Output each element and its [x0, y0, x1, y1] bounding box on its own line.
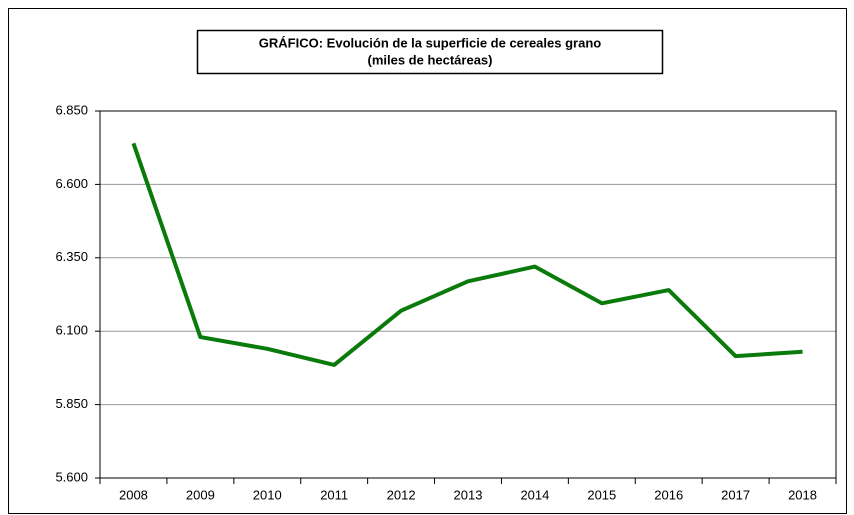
- chart-frame: [8, 8, 847, 514]
- plot-area: [99, 110, 837, 479]
- y-tick-label: 6.600: [55, 176, 88, 191]
- y-tick-label: 5.600: [55, 469, 88, 484]
- y-tick-label: 6.850: [55, 102, 88, 117]
- x-tick-label: 2013: [454, 487, 483, 502]
- x-tick-label: 2008: [119, 487, 148, 502]
- x-tick-label: 2011: [320, 487, 348, 502]
- title-box: [196, 29, 664, 75]
- y-tick-label: 6.350: [55, 249, 88, 264]
- x-tick-label: 2015: [587, 487, 616, 502]
- y-tick-label: 5.850: [55, 396, 88, 411]
- x-tick-label: 2009: [186, 487, 215, 502]
- x-tick-label: 2012: [387, 487, 416, 502]
- x-tick-label: 2017: [721, 487, 750, 502]
- x-tick-label: 2010: [253, 487, 282, 502]
- data-line: [131, 142, 803, 367]
- x-tick-label: 2014: [520, 487, 549, 502]
- y-tick-label: 6.100: [55, 323, 88, 338]
- x-tick-label: 2016: [654, 487, 683, 502]
- chart-subtitle: (miles de hectáreas): [367, 52, 492, 67]
- chart-title: GRÁFICO: Evolución de la superficie de c…: [259, 35, 601, 50]
- x-tick-label: 2018: [788, 487, 817, 502]
